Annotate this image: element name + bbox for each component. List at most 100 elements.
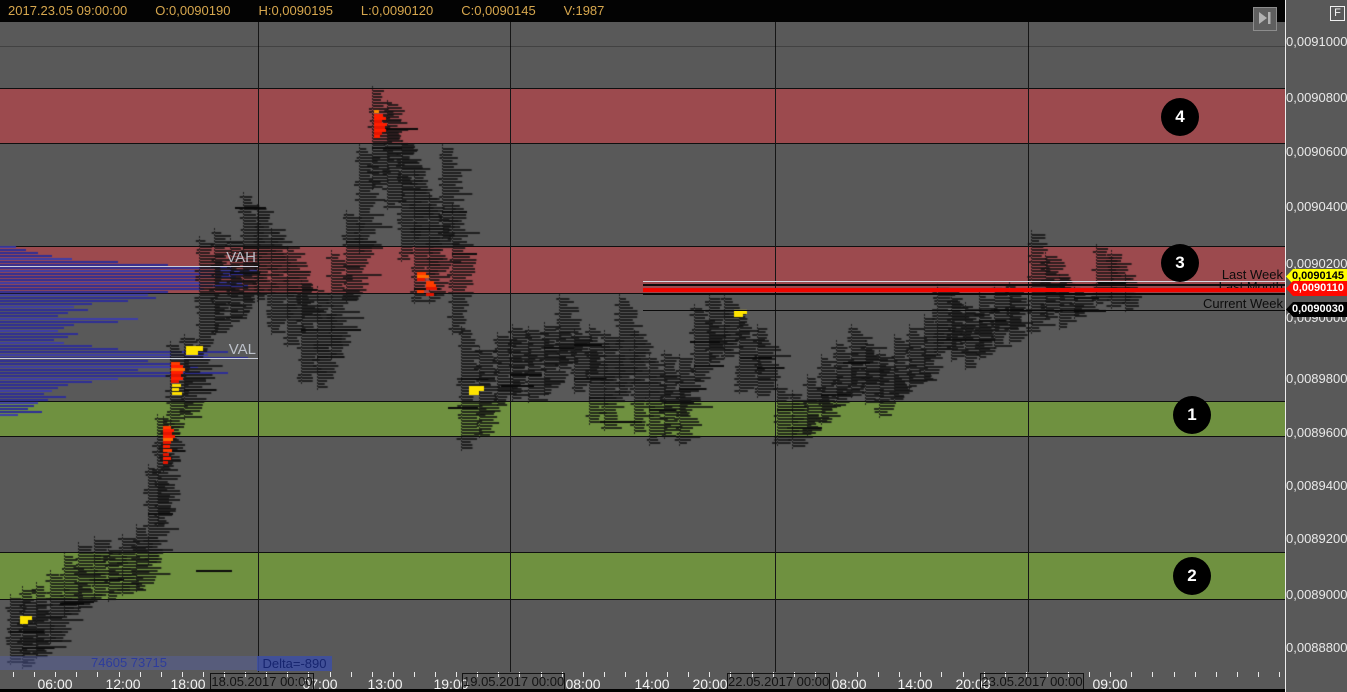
time-label: 18:00 bbox=[170, 676, 206, 692]
level-line bbox=[643, 281, 1285, 282]
time-label: 14:00 bbox=[634, 676, 670, 692]
val-label: VAL bbox=[228, 341, 256, 358]
time-tick bbox=[667, 672, 668, 677]
zone-number-badge[interactable]: 1 bbox=[1173, 396, 1211, 434]
time-tick bbox=[1110, 672, 1111, 677]
go-to-end-icon bbox=[1259, 11, 1271, 24]
time-tick bbox=[920, 672, 921, 677]
price-tick-label: 0,0091000 bbox=[1286, 34, 1347, 49]
time-tick bbox=[625, 672, 626, 677]
price-tick-label: 0,0090800 bbox=[1286, 90, 1347, 105]
time-tick bbox=[477, 672, 478, 677]
zone-number-badge[interactable]: 4 bbox=[1161, 98, 1199, 136]
time-label: 08:00 bbox=[565, 676, 601, 692]
current-week-label: Current Week bbox=[1203, 296, 1283, 311]
price-tick-label: 0,0088800 bbox=[1286, 640, 1347, 655]
time-tick bbox=[1005, 672, 1006, 677]
level-line bbox=[0, 266, 258, 267]
time-tick bbox=[878, 672, 879, 677]
time-tick bbox=[1216, 672, 1217, 677]
time-tick bbox=[140, 672, 141, 677]
time-tick bbox=[1068, 672, 1069, 677]
time-tick bbox=[498, 672, 499, 677]
time-tick bbox=[1089, 672, 1090, 677]
time-tick bbox=[330, 672, 331, 677]
time-label: 20:00 bbox=[955, 676, 991, 692]
zone-number-badge[interactable]: 3 bbox=[1161, 244, 1199, 282]
price-tick-label: 0,0090600 bbox=[1286, 144, 1347, 159]
time-tick bbox=[76, 672, 77, 677]
go-to-end-button[interactable] bbox=[1253, 7, 1277, 31]
level-line bbox=[0, 46, 1285, 47]
time-tick bbox=[1131, 672, 1132, 677]
time-tick bbox=[773, 672, 774, 677]
time-tick bbox=[794, 672, 795, 677]
current-price-tag: 0,0090145 bbox=[1286, 269, 1347, 284]
time-tick bbox=[435, 672, 436, 677]
price-axis[interactable]: 0,0091000 0,0090800 0,0090600 0,0090400 0,00… bbox=[1286, 0, 1347, 692]
time-tick bbox=[1026, 672, 1027, 677]
ohlc-info-bar: 2017.23.05 09:00:00 O:0,0090190 H:0,009019… bbox=[0, 0, 1347, 22]
time-tick bbox=[836, 672, 837, 677]
time-tick bbox=[182, 672, 183, 677]
delta-badge: Delta=-890 bbox=[257, 656, 332, 671]
cumulative-volume-strip: 74605 73715 bbox=[0, 656, 258, 670]
time-label: 19:00 bbox=[433, 676, 469, 692]
time-tick bbox=[161, 672, 162, 677]
time-tick bbox=[941, 672, 942, 677]
open-value: O:0,0090190 bbox=[155, 3, 231, 18]
time-tick bbox=[541, 672, 542, 677]
time-tick bbox=[519, 672, 520, 677]
time-tick bbox=[13, 672, 14, 677]
time-tick bbox=[308, 672, 309, 677]
time-tick bbox=[604, 672, 605, 677]
price-tick-label: 0,0089000 bbox=[1286, 587, 1347, 602]
price-axis-separator bbox=[1285, 0, 1286, 692]
time-tick bbox=[1195, 672, 1196, 677]
time-tick bbox=[203, 672, 204, 677]
high-value: H:0,0090195 bbox=[258, 3, 333, 18]
delta-label: Delta=-890 bbox=[262, 656, 327, 671]
time-tick bbox=[414, 672, 415, 677]
time-label: 13:00 bbox=[367, 676, 403, 692]
time-label: 07:00 bbox=[302, 676, 338, 692]
time-tick bbox=[857, 672, 858, 677]
close-value: C:0,0090145 bbox=[461, 3, 536, 18]
time-tick bbox=[1152, 672, 1153, 677]
time-tick bbox=[1279, 672, 1280, 677]
time-tick bbox=[899, 672, 900, 677]
time-label: 14:00 bbox=[897, 676, 933, 692]
time-tick bbox=[1258, 672, 1259, 677]
time-tick bbox=[730, 672, 731, 677]
time-tick bbox=[55, 672, 56, 677]
time-tick bbox=[984, 672, 985, 677]
time-tick bbox=[562, 672, 563, 677]
last-week-label: Last Week bbox=[1221, 267, 1283, 282]
price-tick-label: 0,0090400 bbox=[1286, 199, 1347, 214]
time-label: 12:00 bbox=[105, 676, 141, 692]
price-tick-label: 0,0089800 bbox=[1286, 371, 1347, 386]
zone-number-badge[interactable]: 2 bbox=[1173, 557, 1211, 595]
time-tick bbox=[709, 672, 710, 677]
time-tick bbox=[372, 672, 373, 677]
time-tick bbox=[119, 672, 120, 677]
time-axis[interactable]: 06:00 12:00 18:00 07:00 13:00 19:00 08:00 14:00… bbox=[0, 672, 1347, 692]
time-tick bbox=[583, 672, 584, 677]
level-line bbox=[643, 288, 1285, 292]
time-tick bbox=[646, 672, 647, 677]
time-tick bbox=[97, 672, 98, 677]
low-value: L:0,0090120 bbox=[360, 3, 434, 18]
time-label: 08:00 bbox=[831, 676, 867, 692]
bottom-border bbox=[0, 689, 1347, 692]
time-label: 06:00 bbox=[37, 676, 73, 692]
time-tick bbox=[963, 672, 964, 677]
volume-value: V:1987 bbox=[563, 3, 605, 18]
level-line bbox=[643, 293, 1285, 295]
level-line bbox=[643, 310, 1285, 311]
time-tick bbox=[34, 672, 35, 677]
f-button[interactable]: F bbox=[1330, 6, 1345, 21]
time-tick bbox=[1047, 672, 1048, 677]
bar-datetime: 2017.23.05 09:00:00 bbox=[8, 3, 128, 18]
